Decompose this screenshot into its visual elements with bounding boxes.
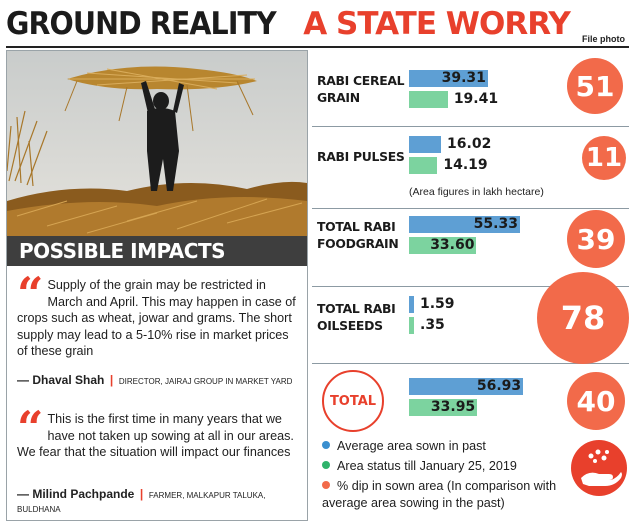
- row-divider: [312, 208, 629, 209]
- bar-current-status: [409, 317, 414, 334]
- category-label: RABI CEREAL GRAIN: [317, 73, 405, 105]
- bar-value-label: 19.41: [453, 91, 499, 107]
- possible-impacts-title: POSSIBLE IMPACTS: [19, 239, 226, 263]
- impacts-panel: POSSIBLE IMPACTS “ Supply of the grain m…: [6, 50, 308, 521]
- possible-impacts-heading: POSSIBLE IMPACTS: [7, 236, 307, 266]
- unit-note: (Area figures in lakh hectare): [409, 186, 544, 198]
- bar-value-label: 56.93: [476, 378, 522, 394]
- legend-dot-icon: [322, 461, 330, 469]
- quote-mark-icon: “: [17, 267, 44, 321]
- percent-dip-circle: 78: [537, 272, 629, 364]
- quote-1-byline: — Dhaval Shah | DIRECTOR, JAIRAJ GROUP I…: [17, 373, 293, 387]
- bar-past-average: [409, 70, 488, 87]
- legend-label: % dip in sown area (In comparison with a…: [322, 479, 557, 510]
- percent-dip-circle: 39: [567, 210, 625, 268]
- row-divider: [312, 126, 629, 127]
- quote-1-text: Supply of the grain may be restricted in…: [17, 278, 296, 358]
- quote-2-role: FARMER, MALKAPUR TALUKA, BULDHANA: [17, 491, 266, 514]
- quote-1-name: — Dhaval Shah: [17, 373, 105, 387]
- bar-value-label: 16.02: [447, 136, 492, 152]
- quote-2-name: — Milind Pachpande: [17, 487, 135, 501]
- headline-part2: A STATE WORRY: [303, 6, 571, 42]
- bar-value-label: 55.33: [473, 216, 518, 232]
- quote-2-byline: — Milind Pachpande | FARMER, MALKAPUR TA…: [17, 487, 266, 514]
- headline-part1: GROUND REALITY: [6, 6, 277, 42]
- photo-credit: File photo: [582, 34, 625, 44]
- sowing-area-chart: (Area figures in lakh hectare) TOTAL RAB…: [312, 50, 629, 521]
- bar-past-average: [409, 136, 442, 153]
- percent-dip-circle: 40: [567, 372, 625, 430]
- bar-past-average: [409, 296, 414, 313]
- bar-current-status: [409, 399, 477, 416]
- headline: GROUND REALITY A STATE WORRY: [6, 4, 571, 44]
- bar-past-average: [409, 378, 523, 395]
- quote-2-text: This is the first time in many years tha…: [17, 412, 294, 459]
- quote-1-role: DIRECTOR, JAIRAJ GROUP IN MARKET YARD: [118, 377, 293, 386]
- legend-dot-icon: [322, 481, 330, 489]
- category-label: TOTAL RABI FOODGRAIN: [317, 219, 399, 251]
- category-label: RABI PULSES: [317, 149, 405, 164]
- farmer-photo: [7, 51, 307, 236]
- bar-value-label: 33.60: [430, 237, 475, 253]
- bar-current-status: [409, 91, 448, 108]
- legend-label: Average area sown in past: [337, 439, 486, 453]
- row-divider: [312, 363, 629, 364]
- bar-current-status: [409, 157, 438, 174]
- legend-dot-icon: [322, 441, 330, 449]
- legend-label: Area status till January 25, 2019: [337, 459, 517, 473]
- percent-dip-circle: 11: [582, 136, 626, 180]
- legend-item: % dip in sown area (In comparison with a…: [322, 478, 562, 512]
- bar-past-average: [409, 216, 520, 233]
- row-divider: [312, 286, 629, 287]
- bar-value-label: 33.95: [430, 399, 476, 415]
- quote-2: “ This is the first time in many years t…: [17, 401, 301, 461]
- quote-mark-icon: “: [17, 401, 44, 455]
- bar-value-label: 1.59: [420, 296, 455, 312]
- bar-value-label: 14.19: [443, 157, 488, 173]
- headline-rule: [6, 46, 629, 48]
- legend-item: Area status till January 25, 2019: [322, 458, 572, 475]
- bar-value-label: .35: [420, 317, 445, 333]
- farmer-carrying-crop-image: [7, 51, 307, 236]
- total-badge: TOTAL: [322, 370, 384, 432]
- bar-current-status: [409, 237, 477, 254]
- hand-with-seeds-icon: [571, 440, 627, 496]
- legend-item: Average area sown in past: [322, 438, 572, 455]
- quote-1: “ Supply of the grain may be restricted …: [17, 267, 301, 360]
- percent-dip-circle: 51: [567, 58, 623, 114]
- bar-value-label: 39.31: [441, 70, 486, 86]
- category-label: TOTAL RABI OILSEEDS: [317, 301, 396, 333]
